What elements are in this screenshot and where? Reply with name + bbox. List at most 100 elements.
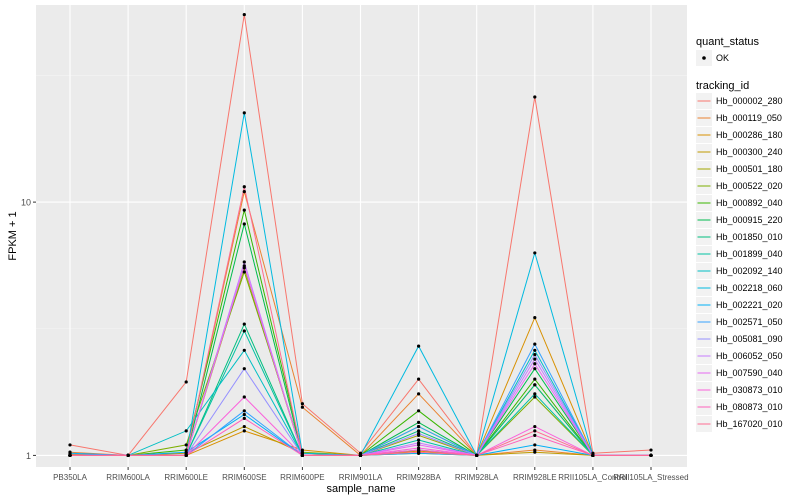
x-tick-label: RRII105LA_Stressed	[613, 473, 688, 482]
x-tick-label: RRIM928LA	[455, 473, 499, 482]
x-tick-label: RRII105LA_Control	[558, 473, 628, 482]
data-point	[242, 222, 246, 226]
data-point	[533, 433, 537, 437]
data-point	[533, 395, 537, 399]
data-point	[533, 450, 537, 454]
y-axis: 1 10	[21, 198, 36, 461]
legend-series-label: Hb_002571_050	[716, 317, 783, 327]
x-tick-label: RRIM600LA	[106, 473, 150, 482]
data-point	[417, 438, 421, 442]
grid-major	[36, 5, 687, 467]
grid-minor	[36, 75, 687, 330]
data-point	[417, 344, 421, 348]
data-point	[242, 412, 246, 417]
x-axis: PB350LA RRIM600LA RRIM600LE RRIM600SE RRIM60…	[53, 467, 689, 482]
x-tick-label: PB350LA	[53, 473, 87, 482]
data-point	[417, 420, 421, 424]
data-point	[242, 190, 246, 194]
x-tick-label: RRIM600SE	[222, 473, 266, 482]
data-point	[242, 416, 246, 420]
data-point	[417, 443, 421, 447]
data-point	[68, 453, 72, 458]
data-point	[533, 251, 537, 255]
y-tick-label: 10	[21, 198, 31, 208]
x-tick-label: RRIM600PE	[280, 473, 324, 482]
legend-series-label: Hb_006052_050	[716, 351, 783, 361]
data-point	[533, 424, 537, 429]
data-point	[533, 377, 537, 381]
data-point	[649, 448, 653, 452]
data-point	[300, 453, 304, 458]
x-tick-label: RRIM928BA	[396, 473, 441, 482]
data-point	[533, 367, 537, 371]
data-point	[649, 453, 653, 458]
data-point	[475, 453, 479, 458]
data-point	[184, 380, 188, 384]
data-point	[242, 409, 246, 413]
data-point	[417, 409, 421, 413]
legend-series-label: Hb_000300_240	[716, 147, 783, 157]
legend-series-label: Hb_167020_010	[716, 419, 783, 429]
data-point	[300, 402, 304, 406]
y-axis-title: FPKM + 1	[7, 211, 19, 260]
x-tick-label: RRIM928LE	[513, 473, 557, 482]
data-point	[242, 270, 246, 274]
legend-series-label: Hb_030873_010	[716, 385, 783, 395]
data-point	[533, 383, 537, 387]
data-point	[533, 392, 537, 396]
legend-series-label: Hb_002218_060	[716, 283, 783, 293]
data-point	[242, 424, 246, 429]
legend-color-title: tracking_id	[696, 80, 749, 92]
data-point	[126, 453, 130, 458]
data-point	[300, 405, 304, 409]
data-point	[533, 342, 537, 346]
legend-series-label: Hb_002092_140	[716, 266, 783, 276]
legend-color-entries: Hb_000002_280 Hb_000119_050 Hb_000286_180 H…	[696, 93, 783, 432]
data-point	[533, 429, 537, 433]
legend-series-label: Hb_000501_180	[716, 164, 783, 174]
data-point	[533, 443, 537, 447]
legend-series-label: Hb_001850_010	[716, 232, 783, 242]
legend-series-label: Hb_000522_020	[716, 181, 783, 191]
data-point	[242, 395, 246, 399]
data-point	[417, 429, 421, 433]
data-point	[417, 424, 421, 429]
x-tick-label: RRIM901LA	[339, 473, 383, 482]
data-point	[417, 377, 421, 381]
legend-series-label: Hb_000915_220	[716, 215, 783, 225]
legend-shape-title: quant_status	[696, 36, 759, 48]
data-point	[417, 392, 421, 396]
data-point	[184, 450, 188, 454]
plot-panel	[36, 5, 687, 467]
legend-series-label: Hb_002221_020	[716, 300, 783, 310]
data-point	[533, 353, 537, 357]
data-point	[242, 208, 246, 212]
data-point	[242, 185, 246, 189]
data-point	[533, 95, 537, 99]
legend-series-label: Hb_005081_090	[716, 334, 783, 344]
legend-series-label: Hb_000002_280	[716, 96, 783, 106]
data-point	[533, 357, 537, 361]
data-point	[358, 453, 363, 458]
legend-shape-entries: OK	[696, 50, 729, 66]
data-point	[68, 443, 72, 447]
data-point	[184, 429, 188, 433]
data-point	[533, 315, 537, 320]
data-point	[184, 443, 188, 447]
legend-series-label: Hb_000892_040	[716, 198, 783, 208]
x-tick-label: RRIM600LE	[164, 473, 208, 482]
legend-series-label: Hb_000119_050	[716, 113, 782, 123]
data-point	[184, 453, 188, 458]
data-point	[591, 453, 595, 458]
legend-series-label: Hb_007590_040	[716, 368, 783, 378]
legend: quant_status OK tracking_id Hb_000002_28…	[696, 36, 783, 432]
data-point	[242, 348, 246, 352]
data-point	[242, 12, 246, 17]
legend-point-key	[702, 56, 706, 60]
y-tick-label: 1	[26, 451, 31, 461]
data-point	[242, 329, 246, 333]
data-point	[242, 322, 246, 326]
data-point	[242, 260, 246, 264]
x-axis-title: sample_name	[326, 483, 395, 495]
